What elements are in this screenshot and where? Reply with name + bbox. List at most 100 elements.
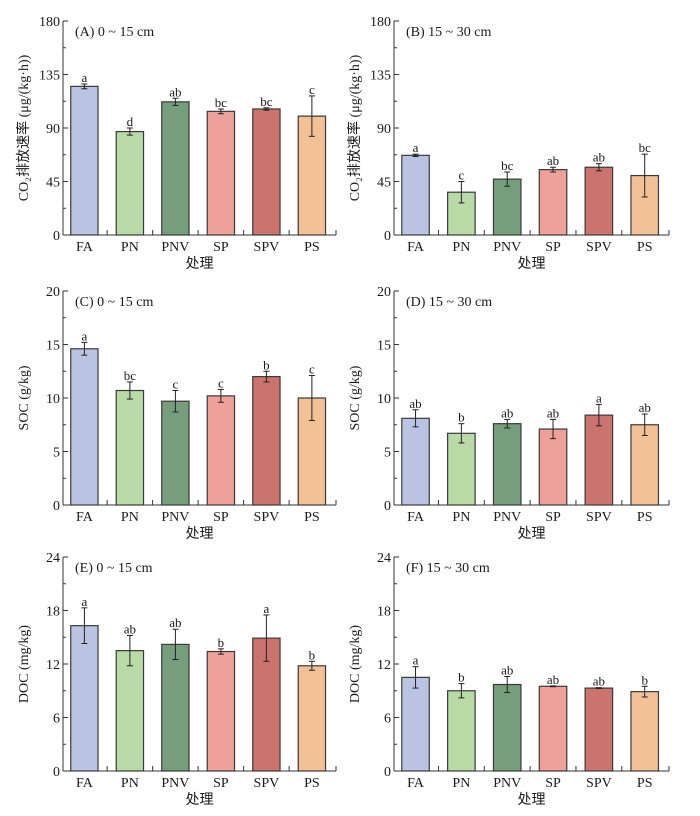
x-tick-label: PS bbox=[637, 240, 653, 255]
y-tick-label: 90 bbox=[46, 122, 60, 137]
y-tick-label: 0 bbox=[384, 499, 391, 514]
panel-title: (D) 15 ~ 30 cm bbox=[406, 295, 492, 310]
bar-sp bbox=[538, 428, 568, 506]
significance-letter: c bbox=[218, 375, 224, 390]
significance-letter: ab bbox=[169, 84, 181, 99]
bar-sp bbox=[206, 650, 236, 772]
x-tick-label: PNV bbox=[161, 240, 189, 255]
bar-pnv bbox=[161, 101, 190, 236]
significance-letter: ab bbox=[409, 396, 421, 411]
x-tick-label: PN bbox=[452, 510, 470, 525]
y-tick-label: 12 bbox=[46, 658, 60, 673]
y-tick-label: 15 bbox=[46, 339, 60, 354]
x-tick-label: PS bbox=[304, 776, 320, 791]
bar-sp bbox=[206, 110, 236, 236]
significance-letter: c bbox=[309, 362, 315, 377]
y-tick-label: 15 bbox=[377, 339, 391, 354]
panel-d: 0 5 10 15 20 ab FA b PN ab PNV ab SP a SPV ab PS (D) 15 ~… bbox=[348, 285, 670, 542]
bar-pn bbox=[115, 389, 145, 506]
y-tick-label: 18 bbox=[46, 605, 60, 620]
bar-ps bbox=[630, 174, 660, 236]
x-tick-label: SP bbox=[545, 240, 561, 255]
bar-spv bbox=[584, 166, 614, 236]
x-tick-label: PNV bbox=[493, 776, 521, 791]
significance-letter: b bbox=[309, 647, 316, 662]
x-tick-label: PNV bbox=[161, 510, 189, 525]
significance-letter: ab bbox=[501, 662, 513, 677]
significance-letter: a bbox=[596, 390, 602, 405]
bar-pn bbox=[447, 690, 476, 772]
bar-pnv bbox=[492, 423, 522, 506]
panel-title: (C) 0 ~ 15 cm bbox=[75, 295, 153, 310]
significance-letter: ab bbox=[547, 672, 559, 687]
y-axis-label: CO₂排放速率 (μg/(kg·h)) bbox=[15, 54, 32, 201]
x-tick-label: PS bbox=[637, 510, 653, 525]
x-tick-label: SP bbox=[213, 776, 229, 791]
bar-fa bbox=[70, 348, 99, 506]
significance-letter: a bbox=[263, 601, 269, 616]
significance-letter: a bbox=[413, 653, 419, 668]
y-tick-label: 20 bbox=[377, 285, 391, 300]
y-tick-label: 0 bbox=[384, 765, 391, 780]
significance-letter: bc bbox=[124, 368, 137, 383]
y-tick-label: 20 bbox=[46, 285, 60, 300]
significance-letter: a bbox=[81, 328, 87, 343]
bar-spv bbox=[584, 414, 614, 506]
significance-letter: bc bbox=[260, 94, 273, 109]
x-axis-label: 处理 bbox=[518, 526, 546, 542]
bar-ps bbox=[630, 691, 660, 772]
significance-letter: d bbox=[127, 114, 134, 129]
significance-letter: c bbox=[309, 82, 315, 97]
y-axis-label: SOC (g/kg) bbox=[348, 365, 363, 430]
significance-letter: b bbox=[458, 670, 465, 685]
x-tick-label: PS bbox=[637, 776, 653, 791]
bar-spv bbox=[584, 687, 614, 772]
bar-sp bbox=[538, 685, 568, 772]
significance-letter: a bbox=[81, 70, 87, 85]
bar-fa bbox=[401, 154, 430, 236]
y-tick-label: 6 bbox=[53, 712, 60, 727]
x-axis-label: 处理 bbox=[186, 256, 214, 272]
panel-f: 0 6 12 18 24 a FA b PN ab PNV ab SP ab SPV b PS (F) 15 ~ … bbox=[348, 551, 670, 808]
x-tick-label: SPV bbox=[254, 240, 280, 255]
significance-letter: b bbox=[458, 410, 465, 425]
panel-a: 0 45 90 135 180 a FA d PN ab PNV bc SP bc SPV c PS (A) 0 … bbox=[15, 15, 337, 272]
x-tick-label: PNV bbox=[493, 510, 521, 525]
x-tick-label: PN bbox=[452, 240, 470, 255]
x-tick-label: SP bbox=[545, 776, 561, 791]
y-tick-label: 6 bbox=[384, 712, 391, 727]
x-tick-label: PN bbox=[121, 240, 139, 255]
y-axis-label: CO₂排放速率 (μg/(kg·h)) bbox=[346, 54, 363, 201]
x-tick-label: PN bbox=[121, 510, 139, 525]
y-tick-label: 5 bbox=[384, 446, 391, 461]
x-axis-label: 处理 bbox=[186, 526, 214, 542]
panel-e: 0 6 12 18 24 a FA ab PN ab PNV b SP a SPV b PS (E) 0 ~ 15… bbox=[17, 551, 337, 808]
x-tick-label: SPV bbox=[254, 510, 280, 525]
y-tick-label: 180 bbox=[370, 15, 391, 30]
bar-ps bbox=[630, 424, 660, 506]
significance-letter: ab bbox=[124, 621, 136, 636]
bar-spv bbox=[252, 108, 281, 236]
y-tick-label: 45 bbox=[46, 176, 60, 191]
significance-letter: b bbox=[218, 635, 225, 650]
significance-letter: bc bbox=[215, 95, 228, 110]
x-tick-label: PN bbox=[452, 776, 470, 791]
x-tick-label: SPV bbox=[586, 240, 612, 255]
bar-ps bbox=[297, 665, 327, 772]
x-axis-label: 处理 bbox=[518, 792, 546, 808]
x-tick-label: FA bbox=[407, 510, 425, 525]
x-tick-label: SP bbox=[213, 510, 229, 525]
panel-title: (B) 15 ~ 30 cm bbox=[406, 25, 491, 40]
x-axis-label: 处理 bbox=[186, 792, 214, 808]
significance-letter: ab bbox=[547, 153, 559, 168]
y-tick-label: 24 bbox=[46, 551, 60, 566]
significance-letter: ab bbox=[639, 400, 651, 415]
significance-letter: ab bbox=[593, 150, 605, 165]
bar-sp bbox=[206, 395, 236, 506]
significance-letter: ab bbox=[501, 405, 513, 420]
y-tick-label: 18 bbox=[377, 605, 391, 620]
bar-pn bbox=[447, 432, 476, 506]
y-tick-label: 0 bbox=[53, 499, 60, 514]
significance-letter: c bbox=[172, 377, 178, 392]
